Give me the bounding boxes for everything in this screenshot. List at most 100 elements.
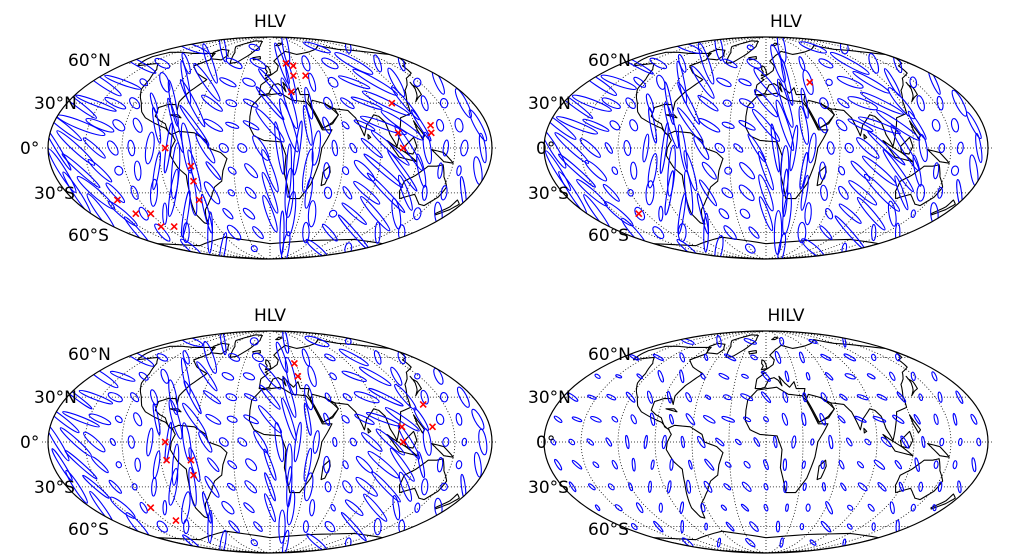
lat-label-30n: 30°N [528, 388, 571, 408]
error-ellipse [341, 121, 350, 130]
coast-baffin [210, 48, 230, 61]
error-ellipse [227, 460, 238, 470]
coast-indonesia [386, 433, 418, 457]
error-ellipse [677, 81, 701, 125]
lat-label-30s: 30°S [528, 478, 569, 498]
error-ellipse [264, 472, 276, 502]
error-ellipse [304, 176, 313, 209]
error-ellipse [887, 87, 916, 120]
coast-south-america [169, 130, 228, 225]
error-ellipse [801, 460, 806, 469]
error-ellipse [748, 226, 760, 239]
error-ellipse [722, 394, 732, 401]
error-ellipse [48, 125, 72, 171]
coast-new-zealand [434, 493, 460, 510]
detector-markers [635, 78, 814, 218]
error-ellipse [722, 58, 738, 69]
error-ellipses [48, 331, 488, 553]
error-ellipse [304, 335, 330, 348]
error-ellipse [440, 391, 449, 403]
error-ellipse [669, 414, 674, 425]
error-ellipse [817, 117, 828, 134]
coast-arabia [805, 99, 835, 129]
map-boundary [47, 330, 493, 554]
error-ellipse [353, 159, 376, 182]
error-ellipse [676, 238, 699, 259]
error-ellipse [328, 209, 338, 218]
error-ellipse [894, 460, 902, 470]
error-ellipse [667, 480, 672, 494]
coast-cuba [169, 408, 182, 413]
error-ellipse [896, 391, 907, 403]
error-ellipse [228, 520, 240, 534]
error-ellipse [221, 371, 235, 381]
error-ellipse [912, 154, 922, 187]
error-ellipse [440, 185, 448, 201]
error-ellipse [471, 408, 485, 430]
error-ellipse [975, 132, 983, 164]
error-ellipse [243, 502, 255, 514]
error-ellipse [160, 368, 170, 384]
error-ellipse [579, 138, 601, 158]
error-ellipse [611, 459, 618, 470]
error-ellipse [107, 392, 123, 403]
error-ellipse [607, 483, 615, 491]
coast-eurasia [754, 45, 908, 148]
lat-label-60s: 60°S [68, 226, 109, 246]
error-ellipse [825, 500, 833, 515]
lat-label-60n: 60°N [68, 345, 111, 365]
error-ellipse [937, 481, 943, 493]
graticule [42, 330, 498, 554]
error-ellipse [696, 435, 706, 449]
error-ellipse [228, 352, 241, 362]
error-ellipse [782, 391, 789, 403]
error-ellipse [784, 370, 790, 383]
error-ellipse [633, 76, 647, 88]
coast-south-america [665, 130, 724, 225]
meridian-line [580, 36, 767, 260]
error-ellipse [714, 235, 724, 259]
error-ellipse [749, 521, 759, 532]
error-ellipse [203, 118, 224, 132]
error-ellipse [837, 98, 850, 109]
error-ellipse [701, 161, 717, 180]
error-ellipse [182, 350, 190, 365]
error-ellipse [106, 140, 119, 156]
error-ellipse [331, 139, 339, 157]
error-ellipse [825, 78, 833, 87]
error-ellipse [625, 391, 636, 403]
error-ellipse [133, 412, 143, 427]
error-ellipse [323, 455, 331, 474]
coast-baffin [210, 342, 230, 355]
coast-iceland [252, 56, 262, 61]
error-ellipse [753, 67, 779, 97]
error-ellipse [594, 373, 601, 379]
error-ellipse [797, 221, 807, 244]
meridian-line [728, 36, 767, 260]
error-ellipse [776, 37, 787, 64]
error-ellipse [132, 117, 143, 133]
error-ellipse [138, 206, 149, 221]
error-ellipse [820, 184, 828, 201]
cross-marker [282, 59, 290, 67]
error-ellipse [820, 460, 825, 470]
error-ellipse [250, 245, 258, 253]
cross-marker [170, 223, 178, 231]
error-ellipse [937, 186, 943, 199]
error-ellipse [204, 475, 220, 498]
cross-marker [428, 423, 437, 431]
error-ellipse [249, 337, 259, 346]
error-ellipse [242, 207, 256, 220]
error-ellipse [180, 491, 191, 525]
error-ellipse [342, 393, 353, 402]
error-ellipse [203, 181, 221, 205]
error-ellipse [104, 96, 127, 110]
error-ellipse [62, 411, 100, 428]
error-ellipse [323, 96, 333, 110]
error-ellipse [279, 210, 285, 255]
error-ellipse [819, 161, 827, 180]
error-ellipse [939, 437, 945, 447]
error-ellipse [856, 461, 865, 469]
error-ellipse [249, 57, 267, 69]
